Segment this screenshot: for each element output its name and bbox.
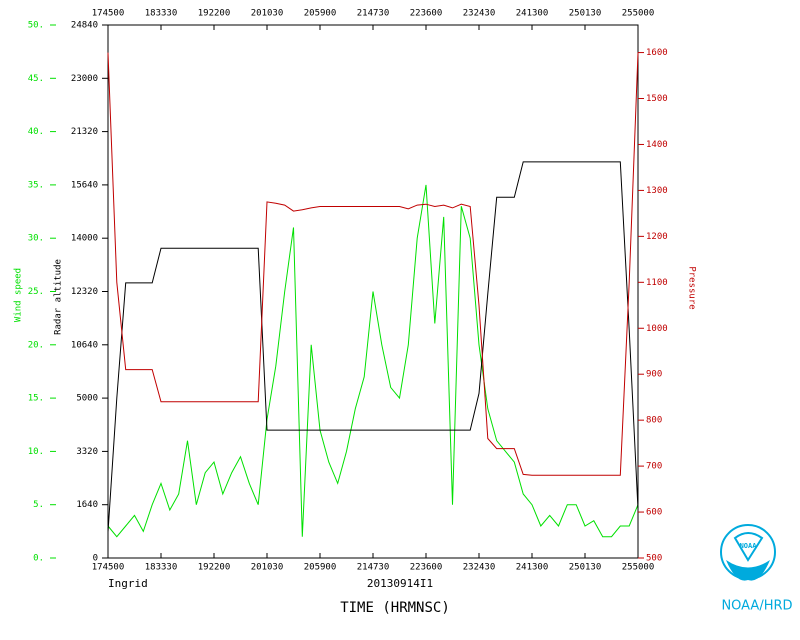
series-line — [107, 161, 639, 533]
x-tick-label: 183330 — [145, 9, 178, 19]
x-tick-label: 205900 — [304, 9, 337, 19]
x-tick-label: 205900 — [304, 563, 337, 573]
x-tick-label: 241300 — [516, 9, 549, 19]
pressure-tick-label: 1400 — [646, 140, 668, 150]
altitude-tick-label: 5000 — [76, 394, 98, 404]
x-tick-label: 192200 — [198, 563, 231, 573]
x-tick-label: 232430 — [463, 9, 496, 19]
altitude-tick-label: 12320 — [71, 287, 98, 297]
altitude-tick-label: 24840 — [71, 21, 98, 31]
x-tick-label: 214730 — [357, 563, 390, 573]
wind-axis-title: Wind speed — [14, 268, 24, 322]
wind-tick-label: 0. — [33, 554, 44, 564]
x-tick-label: 250130 — [569, 563, 602, 573]
x-tick-label: 201030 — [251, 9, 284, 19]
altitude-tick-label: 1640 — [76, 500, 98, 510]
flight-id: 20130914I1 — [367, 577, 433, 590]
x-tick-label: 174500 — [92, 563, 125, 573]
pressure-tick-label: 500 — [646, 554, 662, 564]
altitude-axis-title: Radar altitude — [54, 259, 64, 335]
logo-label: NOAA/HRD — [721, 599, 792, 614]
x-tick-label: 255000 — [622, 9, 655, 19]
altitude-tick-label: 14000 — [71, 234, 98, 244]
x-tick-label: 250130 — [569, 9, 602, 19]
x-tick-label: 255000 — [622, 563, 655, 573]
x-tick-label: 214730 — [357, 9, 390, 19]
wind-tick-label: 25. — [28, 287, 44, 297]
wind-tick-label: 40. — [28, 127, 44, 137]
pressure-tick-label: 1500 — [646, 94, 668, 104]
pressure-tick-label: 1100 — [646, 278, 668, 288]
series-line — [107, 184, 639, 538]
storm-name: Ingrid — [108, 577, 148, 590]
wind-tick-label: 5. — [33, 500, 44, 510]
altitude-tick-label: 21320 — [71, 127, 98, 137]
pressure-tick-label: 1600 — [646, 48, 668, 58]
altitude-tick-label: 15640 — [71, 180, 98, 190]
altitude-tick-label: 3320 — [76, 447, 98, 457]
pressure-tick-label: 800 — [646, 416, 662, 426]
wind-tick-label: 20. — [28, 340, 44, 350]
x-tick-label: 241300 — [516, 563, 549, 573]
x-tick-label: 223600 — [410, 563, 443, 573]
pressure-tick-label: 1300 — [646, 186, 668, 196]
pressure-tick-label: 1200 — [646, 232, 668, 242]
x-tick-label: 201030 — [251, 563, 284, 573]
noaa-logo: NOAA — [720, 524, 776, 581]
altitude-tick-label: 0 — [93, 554, 98, 564]
x-tick-label: 223600 — [410, 9, 443, 19]
wind-tick-label: 45. — [28, 74, 44, 84]
wind-tick-label: 15. — [28, 394, 44, 404]
x-tick-label: 232430 — [463, 563, 496, 573]
x-axis-title: TIME (HRMNSC) — [340, 600, 450, 616]
pressure-tick-label: 900 — [646, 370, 662, 380]
pressure-tick-label: 1000 — [646, 324, 668, 334]
pressure-axis-title: Pressure — [687, 266, 697, 309]
pressure-tick-label: 600 — [646, 508, 662, 518]
altitude-tick-label: 23000 — [71, 74, 98, 84]
wind-tick-label: 35. — [28, 180, 44, 190]
wind-tick-label: 10. — [28, 447, 44, 457]
logo-mark: NOAA — [740, 542, 758, 550]
x-tick-label: 183330 — [145, 563, 178, 573]
altitude-tick-label: 10640 — [71, 340, 98, 350]
x-tick-label: 192200 — [198, 9, 231, 19]
series-line — [107, 52, 639, 476]
pressure-tick-label: 700 — [646, 462, 662, 472]
wind-tick-label: 30. — [28, 234, 44, 244]
x-tick-label: 174500 — [92, 9, 125, 19]
wind-tick-label: 50. — [28, 21, 44, 31]
